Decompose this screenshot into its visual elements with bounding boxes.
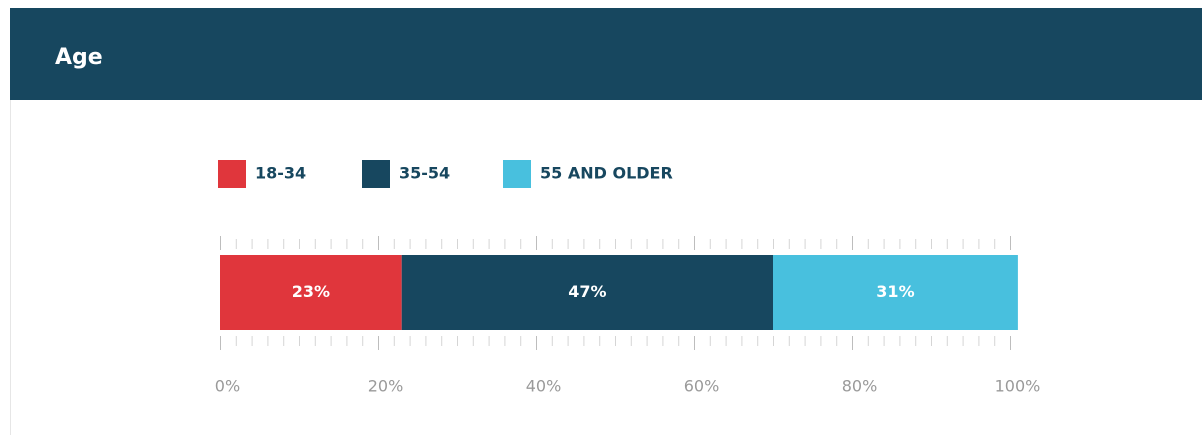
- bar-segment: [773, 255, 1018, 330]
- x-tick-label: 20%: [368, 377, 404, 396]
- legend-label: 35-54: [399, 164, 450, 183]
- x-tick-label: 100%: [995, 377, 1041, 396]
- bar-segment: [401, 255, 773, 330]
- x-tick-label: 60%: [684, 377, 720, 396]
- legend-swatch: [362, 160, 390, 188]
- data-label: 31%: [876, 282, 914, 301]
- x-tick-label: 40%: [526, 377, 562, 396]
- x-tick-label: 80%: [842, 377, 878, 396]
- bar-segment: [220, 255, 402, 330]
- chart-title: Age: [55, 45, 103, 70]
- legend-swatch: [503, 160, 531, 188]
- x-tick-label: 0%: [215, 377, 240, 396]
- data-label: 23%: [292, 282, 330, 301]
- legend-label: 18-34: [255, 164, 306, 183]
- header: [10, 8, 1202, 100]
- legend-swatch: [218, 160, 246, 188]
- legend-label: 55 AND OLDER: [540, 164, 673, 183]
- data-label: 47%: [568, 282, 606, 301]
